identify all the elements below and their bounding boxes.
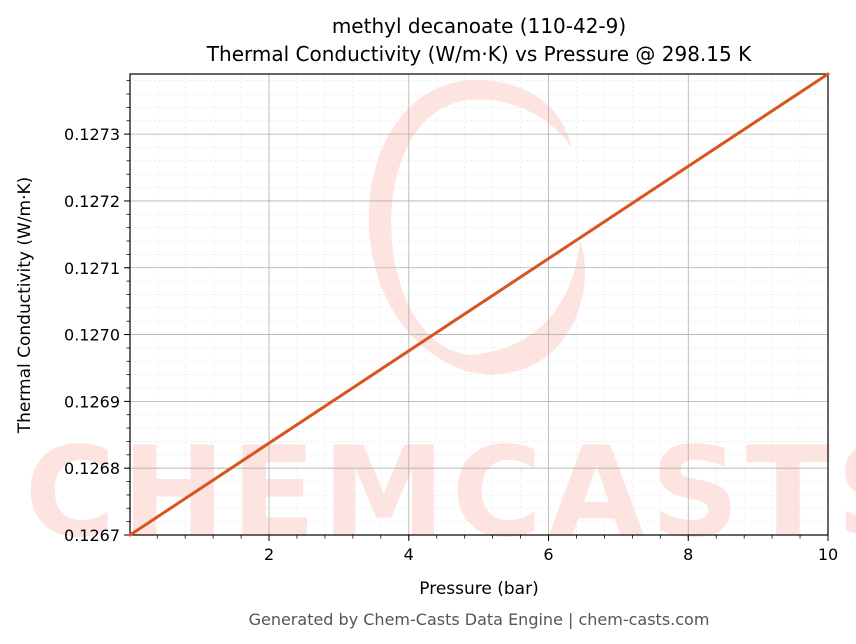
footer-credit: Generated by Chem-Casts Data Engine | ch… <box>249 610 710 629</box>
series-line <box>128 72 830 537</box>
y-tick-label: 0.1269 <box>64 392 120 411</box>
x-tick-label: 10 <box>818 545 838 564</box>
watermark: CHEMCASTS <box>24 79 856 565</box>
x-tick-label: 6 <box>543 545 553 564</box>
y-tick-label: 0.1273 <box>64 125 120 144</box>
x-tick-label: 2 <box>264 545 274 564</box>
x-tick-label: 4 <box>404 545 414 564</box>
x-tick-labels: 2 4 6 8 10 <box>264 545 838 564</box>
x-axis-label: Pressure (bar) <box>419 579 538 599</box>
y-axis-label: Thermal Conductivity (W/m·K) <box>15 177 35 435</box>
y-tick-label: 0.1271 <box>64 259 120 278</box>
y-tick-label: 0.1268 <box>64 459 120 478</box>
y-tick-labels: 0.1267 0.1268 0.1269 0.1270 0.1271 0.1272 0.12… <box>64 125 120 545</box>
watermark-swirl <box>368 79 586 375</box>
y-tick-label: 0.1272 <box>64 192 120 211</box>
chart-title-line1: methyl decanoate (110-42-9) <box>332 14 626 38</box>
y-tick-label: 0.1267 <box>64 526 120 545</box>
watermark-text: CHEMCASTS <box>24 421 856 565</box>
axis-ticks <box>124 80 829 541</box>
y-tick-label: 0.1270 <box>64 326 120 345</box>
x-tick-label: 8 <box>683 545 693 564</box>
plot-frame <box>129 73 829 536</box>
chart-title-line2: Thermal Conductivity (W/m·K) vs Pressure… <box>206 42 752 66</box>
series <box>128 72 830 537</box>
